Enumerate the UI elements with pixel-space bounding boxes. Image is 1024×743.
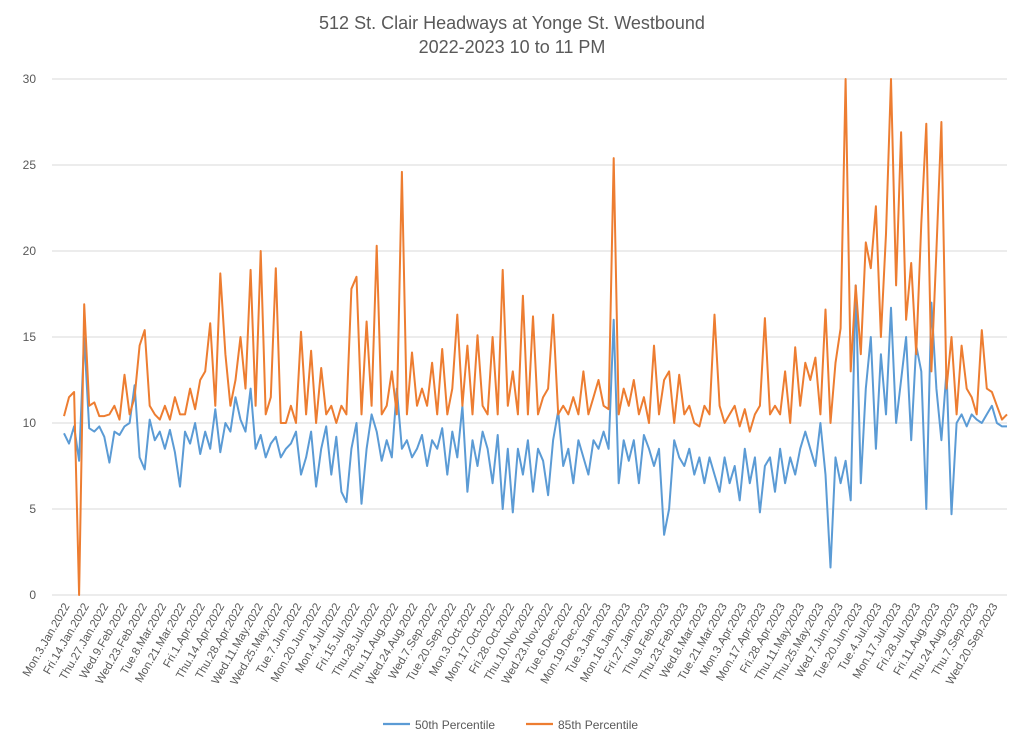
x-axis-ticks: Mon.3.Jan.2022Fri.14.Jan.2022Thu.27.Jan.… [21,601,1001,687]
legend-label-85th: 85th Percentile [558,718,638,732]
legend-label-50th: 50th Percentile [415,718,495,732]
y-tick-label: 5 [29,502,36,516]
chart-title-line-1: 512 St. Clair Headways at Yonge St. West… [319,13,705,33]
y-tick-label: 30 [23,72,37,86]
y-tick-label: 10 [23,416,37,430]
y-tick-label: 0 [29,588,36,602]
series-line-85th [63,78,1008,596]
legend: 50th Percentile 85th Percentile [383,718,638,732]
y-tick-label: 15 [23,330,37,344]
series-lines [63,78,1008,596]
y-tick-label: 20 [23,244,37,258]
y-tick-label: 25 [23,158,37,172]
gridlines [52,78,1007,596]
y-axis-ticks: 0 5 10 15 20 25 30 [23,72,37,602]
series-line-50th [63,284,1007,569]
chart-title-line-2: 2022-2023 10 to 11 PM [419,37,606,57]
